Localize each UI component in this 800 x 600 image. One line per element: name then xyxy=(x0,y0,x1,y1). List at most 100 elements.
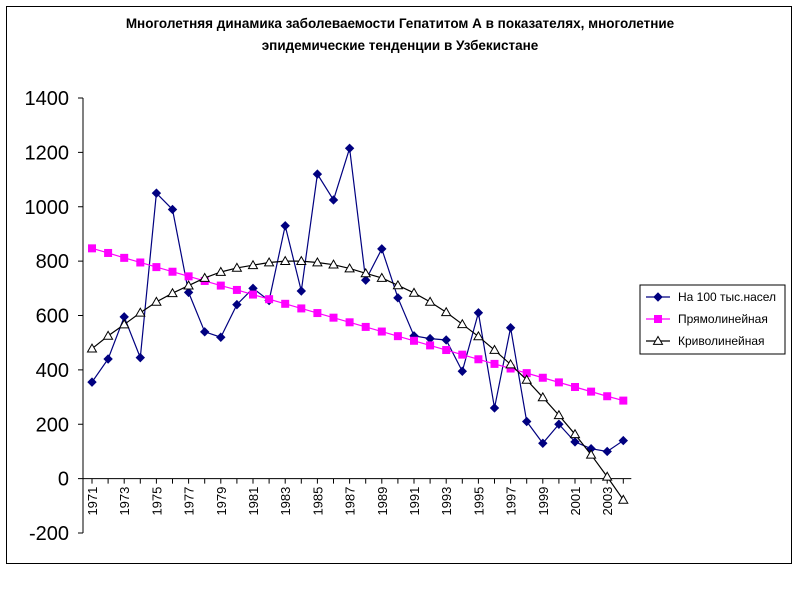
series-3-point xyxy=(86,343,98,353)
x-tick-label: 1995 xyxy=(471,487,486,516)
series-2-point xyxy=(619,396,628,405)
series-1-point xyxy=(538,438,548,448)
legend-label: На 100 тыс.насел xyxy=(678,290,776,304)
y-tick-label: 1200 xyxy=(25,142,70,164)
series-3-point xyxy=(537,391,549,402)
series-3-point xyxy=(424,296,436,306)
series-2-point xyxy=(184,272,193,281)
series-2-point xyxy=(104,248,113,257)
y-tick-label: 400 xyxy=(36,360,69,382)
legend-swatch-marker xyxy=(654,315,662,323)
series-3-point xyxy=(360,267,372,278)
series-2-line xyxy=(91,247,624,402)
series-3-point xyxy=(553,409,565,420)
series-2-point xyxy=(571,383,579,392)
series-2 xyxy=(88,244,628,405)
series-1-point xyxy=(216,332,226,342)
series-1-point xyxy=(441,335,451,345)
x-tick-label: 1989 xyxy=(375,487,390,516)
series-3-point xyxy=(344,262,355,273)
series-3-point xyxy=(118,318,130,329)
series-1-point xyxy=(505,323,516,333)
series-3-point xyxy=(617,494,629,504)
y-tick-label: 200 xyxy=(36,414,69,436)
y-tick-label: 600 xyxy=(36,306,69,328)
series-1-point xyxy=(87,377,97,387)
series-3-point xyxy=(521,374,533,384)
series-2-point xyxy=(265,295,274,304)
series-2-point xyxy=(168,267,177,276)
x-tick-label: 1991 xyxy=(407,487,422,516)
series-3-line xyxy=(91,260,624,501)
x-tick-label: 2001 xyxy=(568,487,583,516)
series-2-point xyxy=(474,355,483,364)
series-3-point xyxy=(601,471,613,481)
series-3-point xyxy=(328,259,339,269)
series-1-point xyxy=(167,204,178,215)
series-3-point xyxy=(247,259,259,270)
y-tick-label: 1400 xyxy=(25,88,70,110)
x-tick-label: 1987 xyxy=(343,487,358,516)
series-3-point xyxy=(392,279,404,290)
series-1-point xyxy=(618,435,629,446)
series-3-point xyxy=(167,287,178,298)
series-2-point xyxy=(538,373,547,382)
y-tick-label: -200 xyxy=(29,523,69,545)
series-2-point xyxy=(587,387,596,396)
series-2-point xyxy=(329,313,338,322)
series-2-point xyxy=(377,327,386,336)
series-1-point xyxy=(377,244,387,254)
series-1-point xyxy=(280,221,290,231)
series-1-point xyxy=(489,403,500,413)
series-1-point xyxy=(103,354,113,364)
series-2-point xyxy=(216,281,225,290)
series-1-point xyxy=(360,275,371,285)
chart-title: Многолетняя динамика заболеваемости Гепа… xyxy=(0,13,800,57)
series-1-point xyxy=(570,437,580,447)
series-2-point xyxy=(120,253,129,262)
series-2-point xyxy=(88,244,96,253)
series-2-point xyxy=(426,341,435,350)
series-2-point xyxy=(136,258,145,267)
y-tick-label: 1000 xyxy=(25,197,70,219)
legend: На 100 тыс.насел Прямолинейная Криволинейн… xyxy=(639,284,786,355)
x-tick-label: 1981 xyxy=(246,487,261,516)
x-tick-label: 1973 xyxy=(117,487,132,516)
series-1-point xyxy=(296,286,307,296)
series-1-point xyxy=(183,287,194,298)
x-tick-label: 1985 xyxy=(310,487,325,516)
series-3-point xyxy=(215,266,227,276)
series-1-point xyxy=(344,143,355,154)
series-3-point xyxy=(376,272,388,282)
x-tick-label: 1999 xyxy=(536,487,551,516)
series-2-point xyxy=(313,309,322,318)
series-3-point xyxy=(440,306,452,317)
series-1-point xyxy=(135,352,146,363)
chart-title-line-2: эпидемические тенденции в Узбекистане xyxy=(261,38,539,53)
series-1-point xyxy=(473,308,484,318)
series-1-point xyxy=(151,188,162,198)
series-3-point xyxy=(183,280,194,290)
series-3-point xyxy=(489,344,500,354)
series-2-point xyxy=(152,263,161,272)
legend-label: Криволинейная xyxy=(678,334,765,348)
series-2-point xyxy=(393,332,402,341)
series-2-point xyxy=(249,290,257,299)
series-3-point xyxy=(569,428,581,439)
series-3-point xyxy=(279,255,291,265)
series-3-point xyxy=(263,256,275,267)
series-2-point xyxy=(232,285,241,294)
x-tick-label: 1979 xyxy=(214,487,229,516)
series-3-point xyxy=(505,358,516,369)
series-3-point xyxy=(199,272,211,282)
x-tick-label: 1977 xyxy=(182,487,197,516)
y-tick-label: 800 xyxy=(36,251,69,273)
x-tick-label: 1993 xyxy=(439,487,454,516)
series-1-point xyxy=(199,327,210,337)
series-1-point xyxy=(393,293,403,303)
series-2-point xyxy=(490,359,499,368)
x-tick-label: 1971 xyxy=(85,487,100,516)
series-1-point xyxy=(312,169,323,179)
y-tick-label: 0 xyxy=(58,469,69,491)
